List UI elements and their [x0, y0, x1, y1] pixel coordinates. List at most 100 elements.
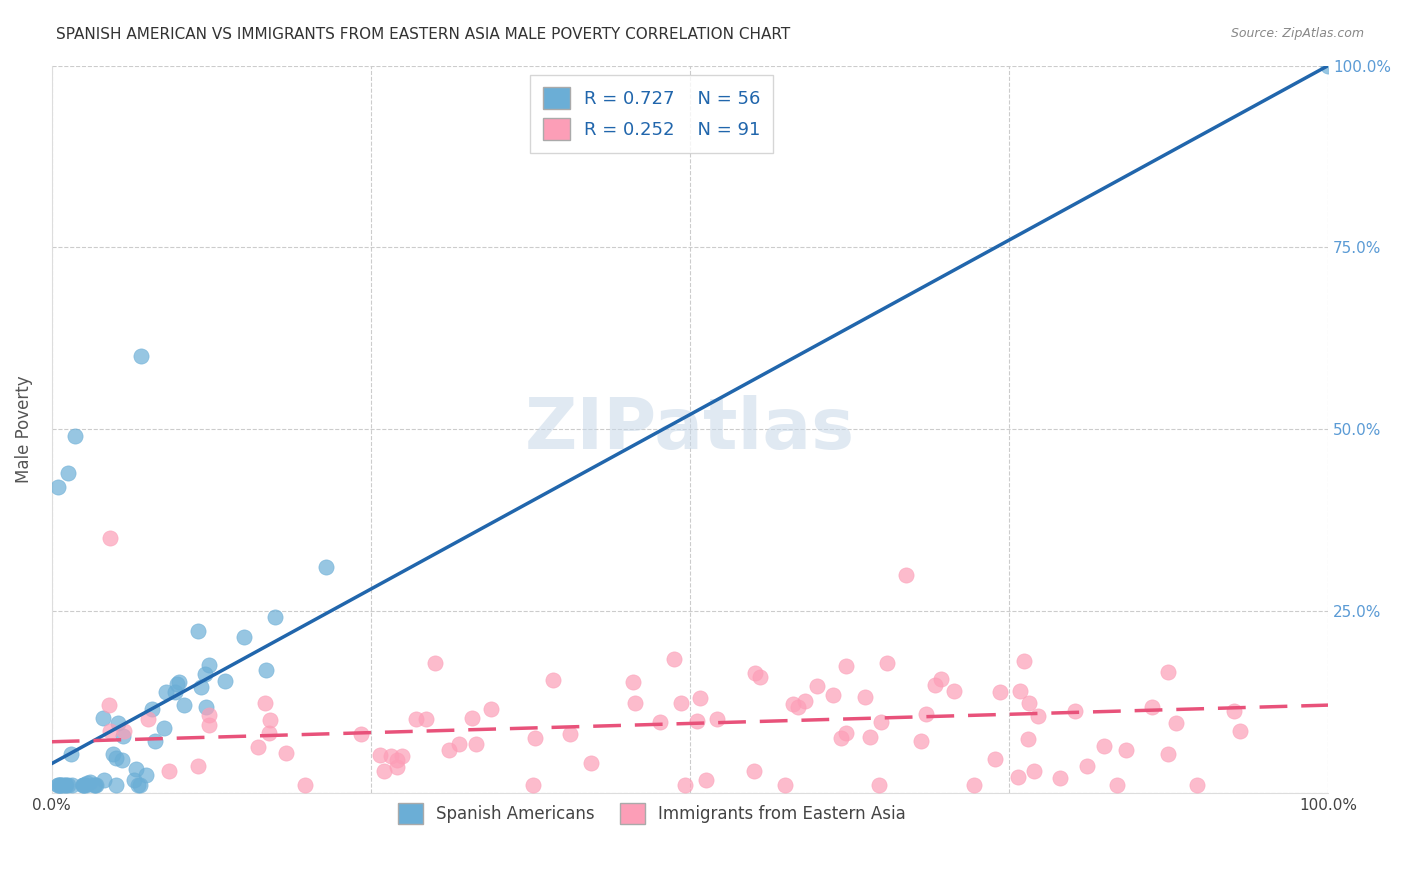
Point	[1063, 704, 1085, 718]
Point	[187, 759, 209, 773]
Point	[859, 730, 882, 744]
Point	[79, 775, 101, 789]
Point	[247, 739, 270, 754]
Point	[1092, 739, 1115, 753]
Point	[198, 707, 221, 722]
Point	[373, 764, 395, 778]
Point	[423, 656, 446, 670]
Point	[744, 665, 766, 680]
Point	[794, 694, 817, 708]
Point	[63, 429, 86, 443]
Point	[387, 760, 409, 774]
Point	[75, 778, 97, 792]
Point	[107, 716, 129, 731]
Point	[1008, 684, 1031, 698]
Point	[111, 754, 134, 768]
Point	[152, 722, 174, 736]
Point	[350, 727, 373, 741]
Point	[669, 696, 692, 710]
Point	[447, 737, 470, 751]
Point	[1018, 696, 1040, 710]
Point	[914, 707, 936, 722]
Point	[523, 731, 546, 745]
Point	[60, 778, 83, 792]
Point	[259, 714, 281, 728]
Point	[169, 674, 191, 689]
Point	[254, 664, 277, 678]
Point	[648, 714, 671, 729]
Point	[775, 778, 797, 792]
Point	[274, 747, 297, 761]
Point	[111, 730, 134, 744]
Point	[91, 711, 114, 725]
Point	[835, 725, 858, 739]
Point	[522, 778, 544, 792]
Point	[103, 747, 125, 761]
Point	[1049, 771, 1071, 785]
Point	[194, 667, 217, 681]
Point	[98, 531, 121, 545]
Point	[49, 778, 72, 792]
Point	[744, 764, 766, 778]
Point	[76, 775, 98, 789]
Point	[1164, 716, 1187, 731]
Point	[391, 749, 413, 764]
Point	[464, 737, 486, 751]
Point	[136, 712, 159, 726]
Point	[1157, 665, 1180, 679]
Point	[1017, 732, 1039, 747]
Point	[686, 714, 709, 728]
Point	[962, 778, 984, 792]
Point	[1223, 704, 1246, 718]
Point	[84, 778, 107, 792]
Point	[173, 698, 195, 712]
Point	[929, 672, 952, 686]
Point	[853, 690, 876, 704]
Point	[155, 685, 177, 699]
Point	[46, 778, 69, 792]
Point	[55, 778, 77, 792]
Point	[214, 674, 236, 689]
Point	[60, 747, 83, 761]
Point	[58, 466, 80, 480]
Point	[73, 778, 96, 792]
Point	[983, 752, 1005, 766]
Point	[560, 727, 582, 741]
Point	[84, 778, 107, 792]
Point	[194, 700, 217, 714]
Point	[1014, 654, 1036, 668]
Point	[97, 698, 120, 712]
Point	[1007, 770, 1029, 784]
Point	[543, 673, 565, 688]
Point	[748, 670, 770, 684]
Point	[83, 778, 105, 792]
Point	[72, 778, 94, 792]
Point	[894, 567, 917, 582]
Point	[135, 767, 157, 781]
Point	[786, 699, 808, 714]
Point	[806, 679, 828, 693]
Point	[46, 480, 69, 494]
Point	[198, 718, 221, 732]
Point	[1229, 724, 1251, 739]
Point	[1115, 743, 1137, 757]
Point	[253, 697, 276, 711]
Point	[695, 772, 717, 787]
Point	[49, 778, 72, 792]
Point	[233, 630, 256, 644]
Point	[868, 778, 890, 792]
Point	[104, 778, 127, 792]
Point	[835, 658, 858, 673]
Point	[1107, 778, 1129, 792]
Point	[1026, 709, 1049, 723]
Point	[125, 763, 148, 777]
Point	[821, 688, 844, 702]
Point	[876, 656, 898, 670]
Point	[479, 702, 502, 716]
Point	[706, 713, 728, 727]
Point	[830, 731, 852, 746]
Point	[157, 764, 180, 779]
Point	[187, 624, 209, 638]
Point	[46, 778, 69, 792]
Point	[141, 702, 163, 716]
